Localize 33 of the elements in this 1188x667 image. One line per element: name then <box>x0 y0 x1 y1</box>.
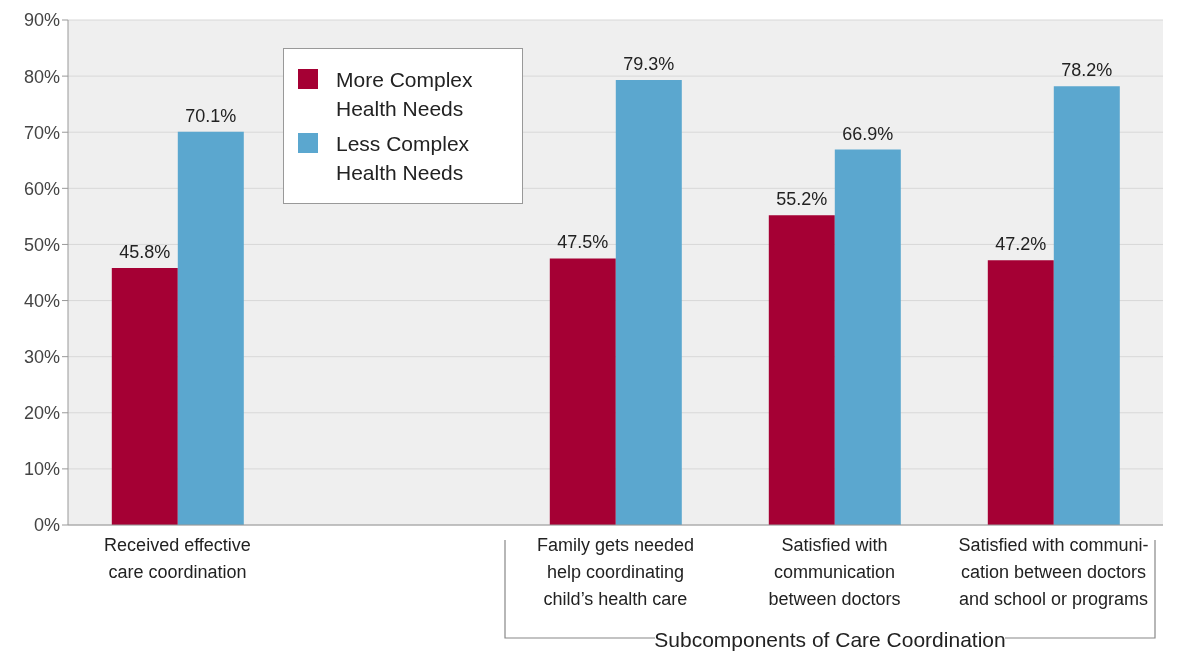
legend-label: Less Complex Health Needs <box>336 131 471 186</box>
x-tick-label: Satisfied with communication between doctors <box>768 535 901 609</box>
data-label: 79.3% <box>623 54 675 75</box>
data-label: 78.2% <box>1061 60 1113 81</box>
y-tick-label: 0% <box>33 515 60 536</box>
x-tick-label: Satisfied with communi- cation between doctors and school or programs <box>958 535 1149 609</box>
data-label: 66.9% <box>842 123 894 144</box>
data-label: 47.2% <box>995 234 1047 255</box>
bar <box>768 215 835 525</box>
y-tick-label: 90% <box>23 10 60 31</box>
bar <box>549 258 616 525</box>
legend-label: More Complex Health Needs <box>336 67 474 122</box>
bar <box>1053 86 1120 525</box>
data-label: 70.1% <box>185 105 237 126</box>
bar <box>111 268 178 525</box>
y-tick-label: 60% <box>23 178 60 199</box>
y-tick-label: 40% <box>23 290 60 311</box>
data-label: 47.5% <box>557 232 609 253</box>
y-tick-label: 80% <box>23 66 60 87</box>
x-axis-title: Subcomponents of Care Coordination <box>653 628 1007 652</box>
bar <box>177 131 244 525</box>
bar <box>615 80 682 525</box>
x-tick-label: Received effective care coordination <box>104 535 251 582</box>
data-label: 55.2% <box>776 189 828 210</box>
data-label: 45.8% <box>119 242 171 263</box>
y-tick-label: 50% <box>23 234 60 255</box>
x-tick-label: Family gets needed help coordinating child’s health care <box>536 535 695 609</box>
y-tick-label: 70% <box>23 122 60 143</box>
y-tick-label: 30% <box>23 347 60 368</box>
y-tick-label: 10% <box>23 459 60 480</box>
bar <box>987 260 1054 525</box>
y-tick-label: 20% <box>23 403 60 424</box>
bar <box>834 149 901 525</box>
